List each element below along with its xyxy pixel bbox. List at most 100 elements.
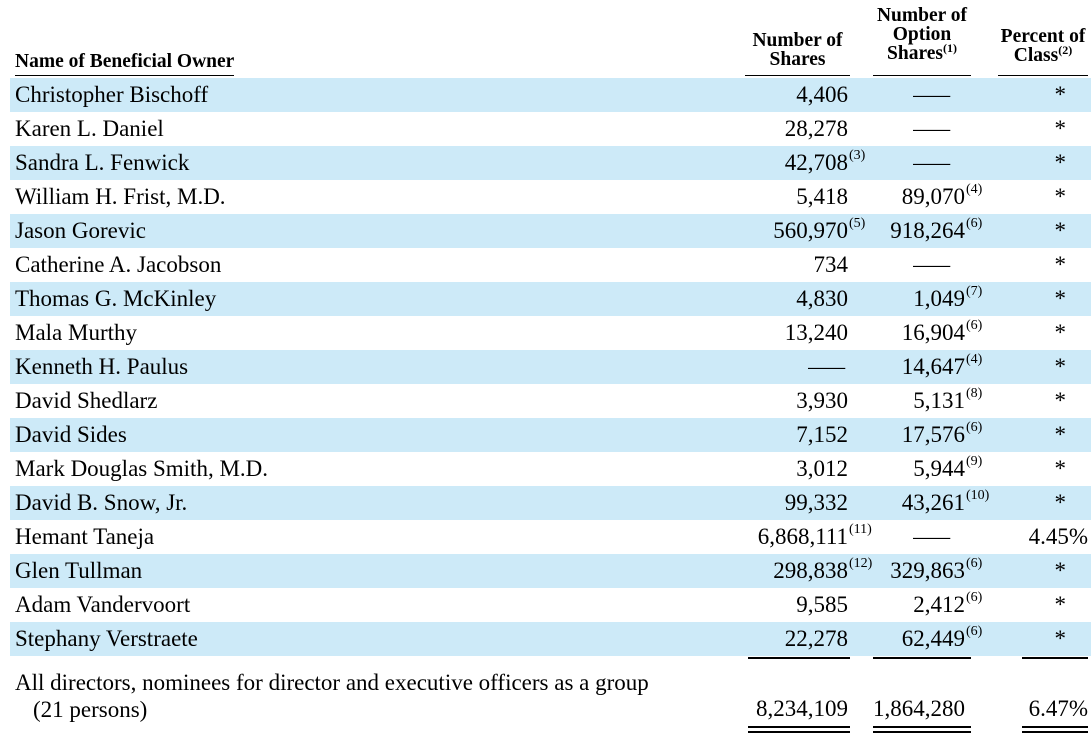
total-double-rule-shares xyxy=(748,731,850,733)
percent-value: 4.45% xyxy=(1028,524,1088,549)
options-value-wrap: 2,412 (6) xyxy=(913,588,982,622)
shares-cell: 22,278 xyxy=(745,622,848,656)
owner-name: William H. Frist, M.D. xyxy=(15,184,226,209)
header-options-text: Option xyxy=(892,24,952,45)
shares-cell: 4,830 xyxy=(745,282,848,316)
percent-value-wrap: * xyxy=(1055,554,1067,588)
options-cell: 918,264 (6) xyxy=(870,214,982,248)
total-double-rule-percent xyxy=(1022,731,1088,733)
shares-cell: 28,278 xyxy=(745,112,848,146)
options-cell: 14,647 (4) xyxy=(870,350,983,384)
options-cell: — xyxy=(870,112,965,146)
shares-cell: 3,012 xyxy=(745,452,848,486)
percent-value: * xyxy=(1054,490,1067,515)
footnote-ref: (6) xyxy=(966,556,983,571)
header-options: Number of Option Shares(1) xyxy=(873,0,971,76)
shares-value-wrap: 734 xyxy=(814,248,849,282)
percent-value: * xyxy=(1054,422,1067,447)
options-value: 1,049 xyxy=(913,286,965,311)
shares-value-wrap: 22,278 xyxy=(785,622,848,656)
header-options-line: Number of xyxy=(877,6,967,26)
percent-cell: * xyxy=(990,316,1088,350)
options-cell: 16,904 (6) xyxy=(870,316,983,350)
percent-cell: * xyxy=(990,452,1088,486)
shares-cell: 560,970 (5) xyxy=(745,214,865,248)
table-row: Adam Vandervoort 9,585 2,412 (6) * xyxy=(10,588,1091,622)
table-row: David Shedlarz 3,930 5,131 (8) * xyxy=(10,384,1091,418)
total-label: All directors, nominees for director and… xyxy=(15,670,649,695)
subtotal-rule-percent xyxy=(1022,657,1088,659)
total-label-count: (21 persons) xyxy=(33,697,148,722)
options-cell: — xyxy=(870,248,965,282)
header-shares-line: Number of xyxy=(752,30,843,51)
shares-value-wrap: 99,332 xyxy=(785,486,848,520)
options-value: 918,264 xyxy=(890,218,965,243)
percent-value-wrap: * xyxy=(1055,112,1067,146)
shares-dash: — xyxy=(808,354,845,379)
percent-value: * xyxy=(1054,388,1067,413)
header-percent-footnote-ref: (2) xyxy=(1058,43,1073,57)
header-percent-line: Percent of xyxy=(1001,27,1086,47)
options-value-wrap: 89,070 (4) xyxy=(902,180,983,214)
owner-name: Hemant Taneja xyxy=(15,524,155,549)
header-shares-text: Number of xyxy=(752,30,843,51)
percent-cell: * xyxy=(990,146,1088,180)
percent-value: * xyxy=(1054,286,1067,311)
header-options-text: Shares xyxy=(887,43,943,64)
options-value: 2,412 xyxy=(913,592,965,617)
percent-value-wrap: 4.45% xyxy=(1029,520,1088,554)
options-value-wrap: — xyxy=(913,146,950,180)
owner-name: Adam Vandervoort xyxy=(15,592,191,617)
owner-name: Stephany Verstraete xyxy=(15,626,198,651)
options-value-wrap: — xyxy=(913,248,950,282)
options-dash: — xyxy=(913,116,950,141)
options-dash: — xyxy=(913,150,950,175)
percent-value-wrap: * xyxy=(1055,180,1067,214)
percent-cell: * xyxy=(990,214,1088,248)
shares-value-wrap: — xyxy=(808,350,845,384)
shares-value-wrap: 298,838 (12) xyxy=(773,554,872,588)
options-value-wrap: 43,261 (10) xyxy=(902,486,990,520)
percent-value: * xyxy=(1054,150,1067,175)
owner-name: Kenneth H. Paulus xyxy=(15,354,189,379)
total-double-rule-options xyxy=(873,731,971,733)
options-dash: — xyxy=(913,82,950,107)
owner-name: Catherine A. Jacobson xyxy=(15,252,222,277)
header-options-line: Shares(1) xyxy=(887,42,957,64)
table-row: David Sides 7,152 17,576 (6) * xyxy=(10,418,1091,452)
footnote-ref: (8) xyxy=(966,386,983,401)
header-percent: Percent of Class(2) xyxy=(998,0,1088,76)
owner-name: Mark Douglas Smith, M.D. xyxy=(15,456,268,481)
percent-value: * xyxy=(1054,218,1067,243)
footnote-ref: (12) xyxy=(849,556,873,571)
shares-value-wrap: 3,012 xyxy=(796,452,848,486)
options-value: 14,647 xyxy=(901,354,965,379)
options-value-wrap: 1,049 (7) xyxy=(913,282,982,316)
options-cell: 329,863 (6) xyxy=(870,554,982,588)
shares-cell: — xyxy=(745,350,848,384)
table-row: Mala Murthy 13,240 16,904 (6) * xyxy=(10,316,1091,350)
shares-cell: 9,585 xyxy=(745,588,848,622)
options-value: 329,863 xyxy=(890,558,965,583)
shares-cell: 42,708 (3) xyxy=(745,146,866,180)
owner-name: Mala Murthy xyxy=(15,320,138,345)
percent-value-wrap: * xyxy=(1055,622,1067,656)
options-cell: 1,049 (7) xyxy=(870,282,982,316)
options-cell: 62,449 (6) xyxy=(870,622,983,656)
shares-value-wrap: 28,278 xyxy=(785,112,848,146)
footnote-ref: (6) xyxy=(966,624,983,639)
owner-name: Glen Tullman xyxy=(15,558,143,583)
shares-cell: 13,240 xyxy=(745,316,848,350)
percent-cell: * xyxy=(990,350,1088,384)
shares-value-wrap: 13,240 xyxy=(785,316,848,350)
percent-value: * xyxy=(1054,354,1067,379)
owner-name: David Shedlarz xyxy=(15,388,158,413)
total-double-rule-shares xyxy=(748,726,850,728)
percent-cell: * xyxy=(990,588,1088,622)
options-value: 62,449 xyxy=(901,626,965,651)
shares-value: 5,418 xyxy=(796,184,848,209)
percent-value-wrap: * xyxy=(1055,418,1067,452)
table-row: Christopher Bischoff 4,406 — * xyxy=(10,78,1091,112)
header-percent-text: Class xyxy=(1013,45,1059,66)
percent-value: * xyxy=(1054,592,1067,617)
